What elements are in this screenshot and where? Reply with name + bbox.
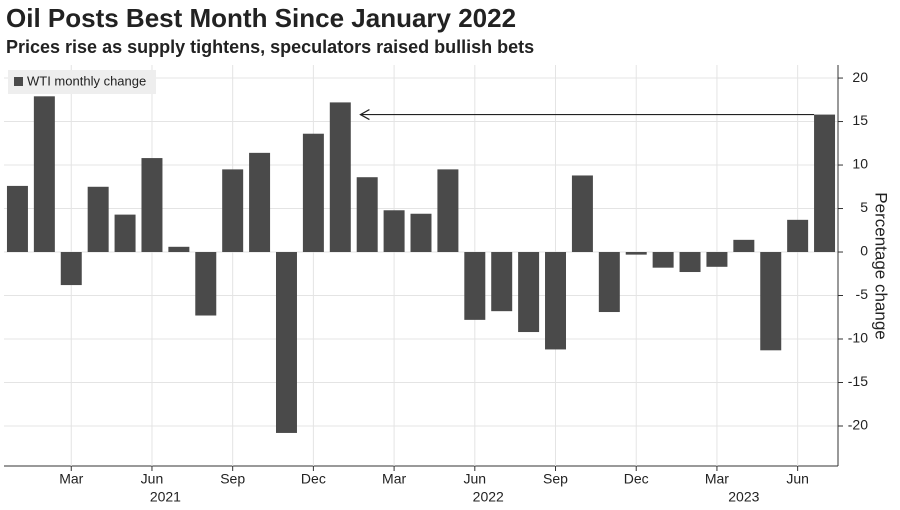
bar [6,185,28,253]
y-tick-label: 10 [852,156,868,172]
bar [814,114,836,253]
bar [222,169,244,253]
bar [33,96,55,253]
bar [464,252,486,320]
x-tick-label: Mar [382,471,406,487]
bar [302,133,324,253]
bar [329,102,351,253]
bar [195,252,217,316]
bar [275,252,297,433]
bar [410,213,432,253]
bar [491,252,513,312]
x-year-label: 2022 [473,489,504,505]
bar [598,252,620,313]
legend-swatch [14,77,23,86]
x-tick-label: Jun [786,471,809,487]
y-tick-label: -20 [848,417,868,433]
bar [60,252,82,286]
bar [383,210,405,253]
bar [679,252,701,273]
bar [760,252,782,351]
y-tick-label: -15 [848,373,868,389]
arrow-head [359,109,370,121]
bar [733,239,755,253]
bar [437,169,459,253]
x-tick-label: Mar [705,471,729,487]
y-tick-label: -10 [848,330,868,346]
y-axis-label: Percentage change [872,192,891,339]
y-tick-label: 15 [852,112,868,128]
bar [652,252,674,268]
legend-box [8,70,156,94]
bar [168,246,190,253]
bar [141,158,163,253]
x-tick-label: Jun [464,471,487,487]
y-tick-label: 0 [860,243,868,259]
x-year-label: 2021 [150,489,181,505]
bar [356,177,378,253]
bar [706,252,728,267]
y-tick-label: 5 [860,199,868,215]
y-tick-label: -5 [856,286,869,302]
bar [114,214,136,253]
y-tick-label: 20 [852,69,868,85]
legend-label: WTI monthly change [27,73,146,88]
bar [571,175,593,253]
x-year-label: 2023 [728,489,759,505]
x-tick-label: Sep [220,471,245,487]
bar [787,219,809,253]
bar [625,252,647,255]
x-tick-label: Dec [301,471,326,487]
bar [545,252,567,350]
x-tick-label: Jun [141,471,164,487]
chart-subtitle: Prices rise as supply tightens, speculat… [6,37,534,57]
bar [518,252,540,333]
x-tick-label: Dec [624,471,649,487]
chart-title: Oil Posts Best Month Since January 2022 [6,3,516,33]
bar [249,152,271,253]
x-tick-label: Sep [543,471,568,487]
bar [87,186,109,253]
x-tick-label: Mar [59,471,83,487]
